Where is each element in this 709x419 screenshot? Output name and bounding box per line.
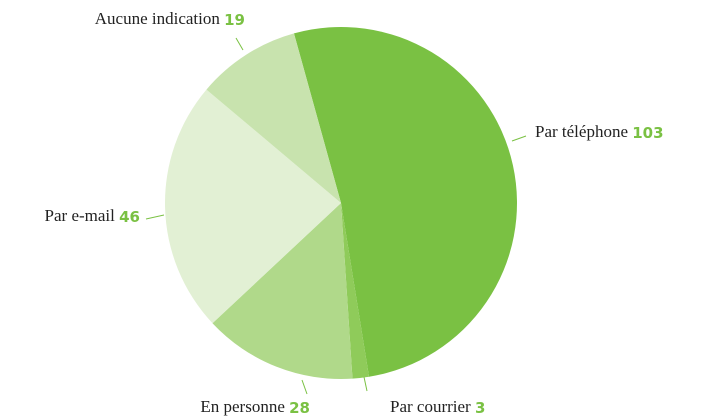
slice-name: Par téléphone <box>535 122 628 141</box>
slice-name: Par courrier <box>390 397 471 416</box>
slice-name: En personne <box>200 397 285 416</box>
slice-value: 103 <box>632 124 663 142</box>
leader-line <box>301 379 308 395</box>
slice-label: Par courrier 3 <box>390 397 485 417</box>
slice-value: 3 <box>475 399 485 417</box>
slice-label: Par téléphone 103 <box>535 122 664 142</box>
pie-slice <box>164 89 341 324</box>
pie-slice <box>206 33 341 204</box>
slice-name: Aucune indication <box>95 9 221 28</box>
leader-line <box>235 37 244 51</box>
slice-label: Par e-mail 46 <box>45 206 140 226</box>
slice-label: Aucune indication 19 <box>95 9 245 29</box>
slice-name: Par e-mail <box>45 206 116 225</box>
slice-label: En personne 28 <box>200 397 310 417</box>
slice-value: 28 <box>289 399 310 417</box>
slice-value: 19 <box>224 11 245 29</box>
leader-line <box>511 135 527 142</box>
slice-value: 46 <box>119 208 140 226</box>
pie-slice <box>293 26 518 377</box>
pie-slice <box>341 203 370 379</box>
leader-line <box>145 214 165 220</box>
pie-slice <box>212 203 353 379</box>
leader-line <box>363 376 368 392</box>
